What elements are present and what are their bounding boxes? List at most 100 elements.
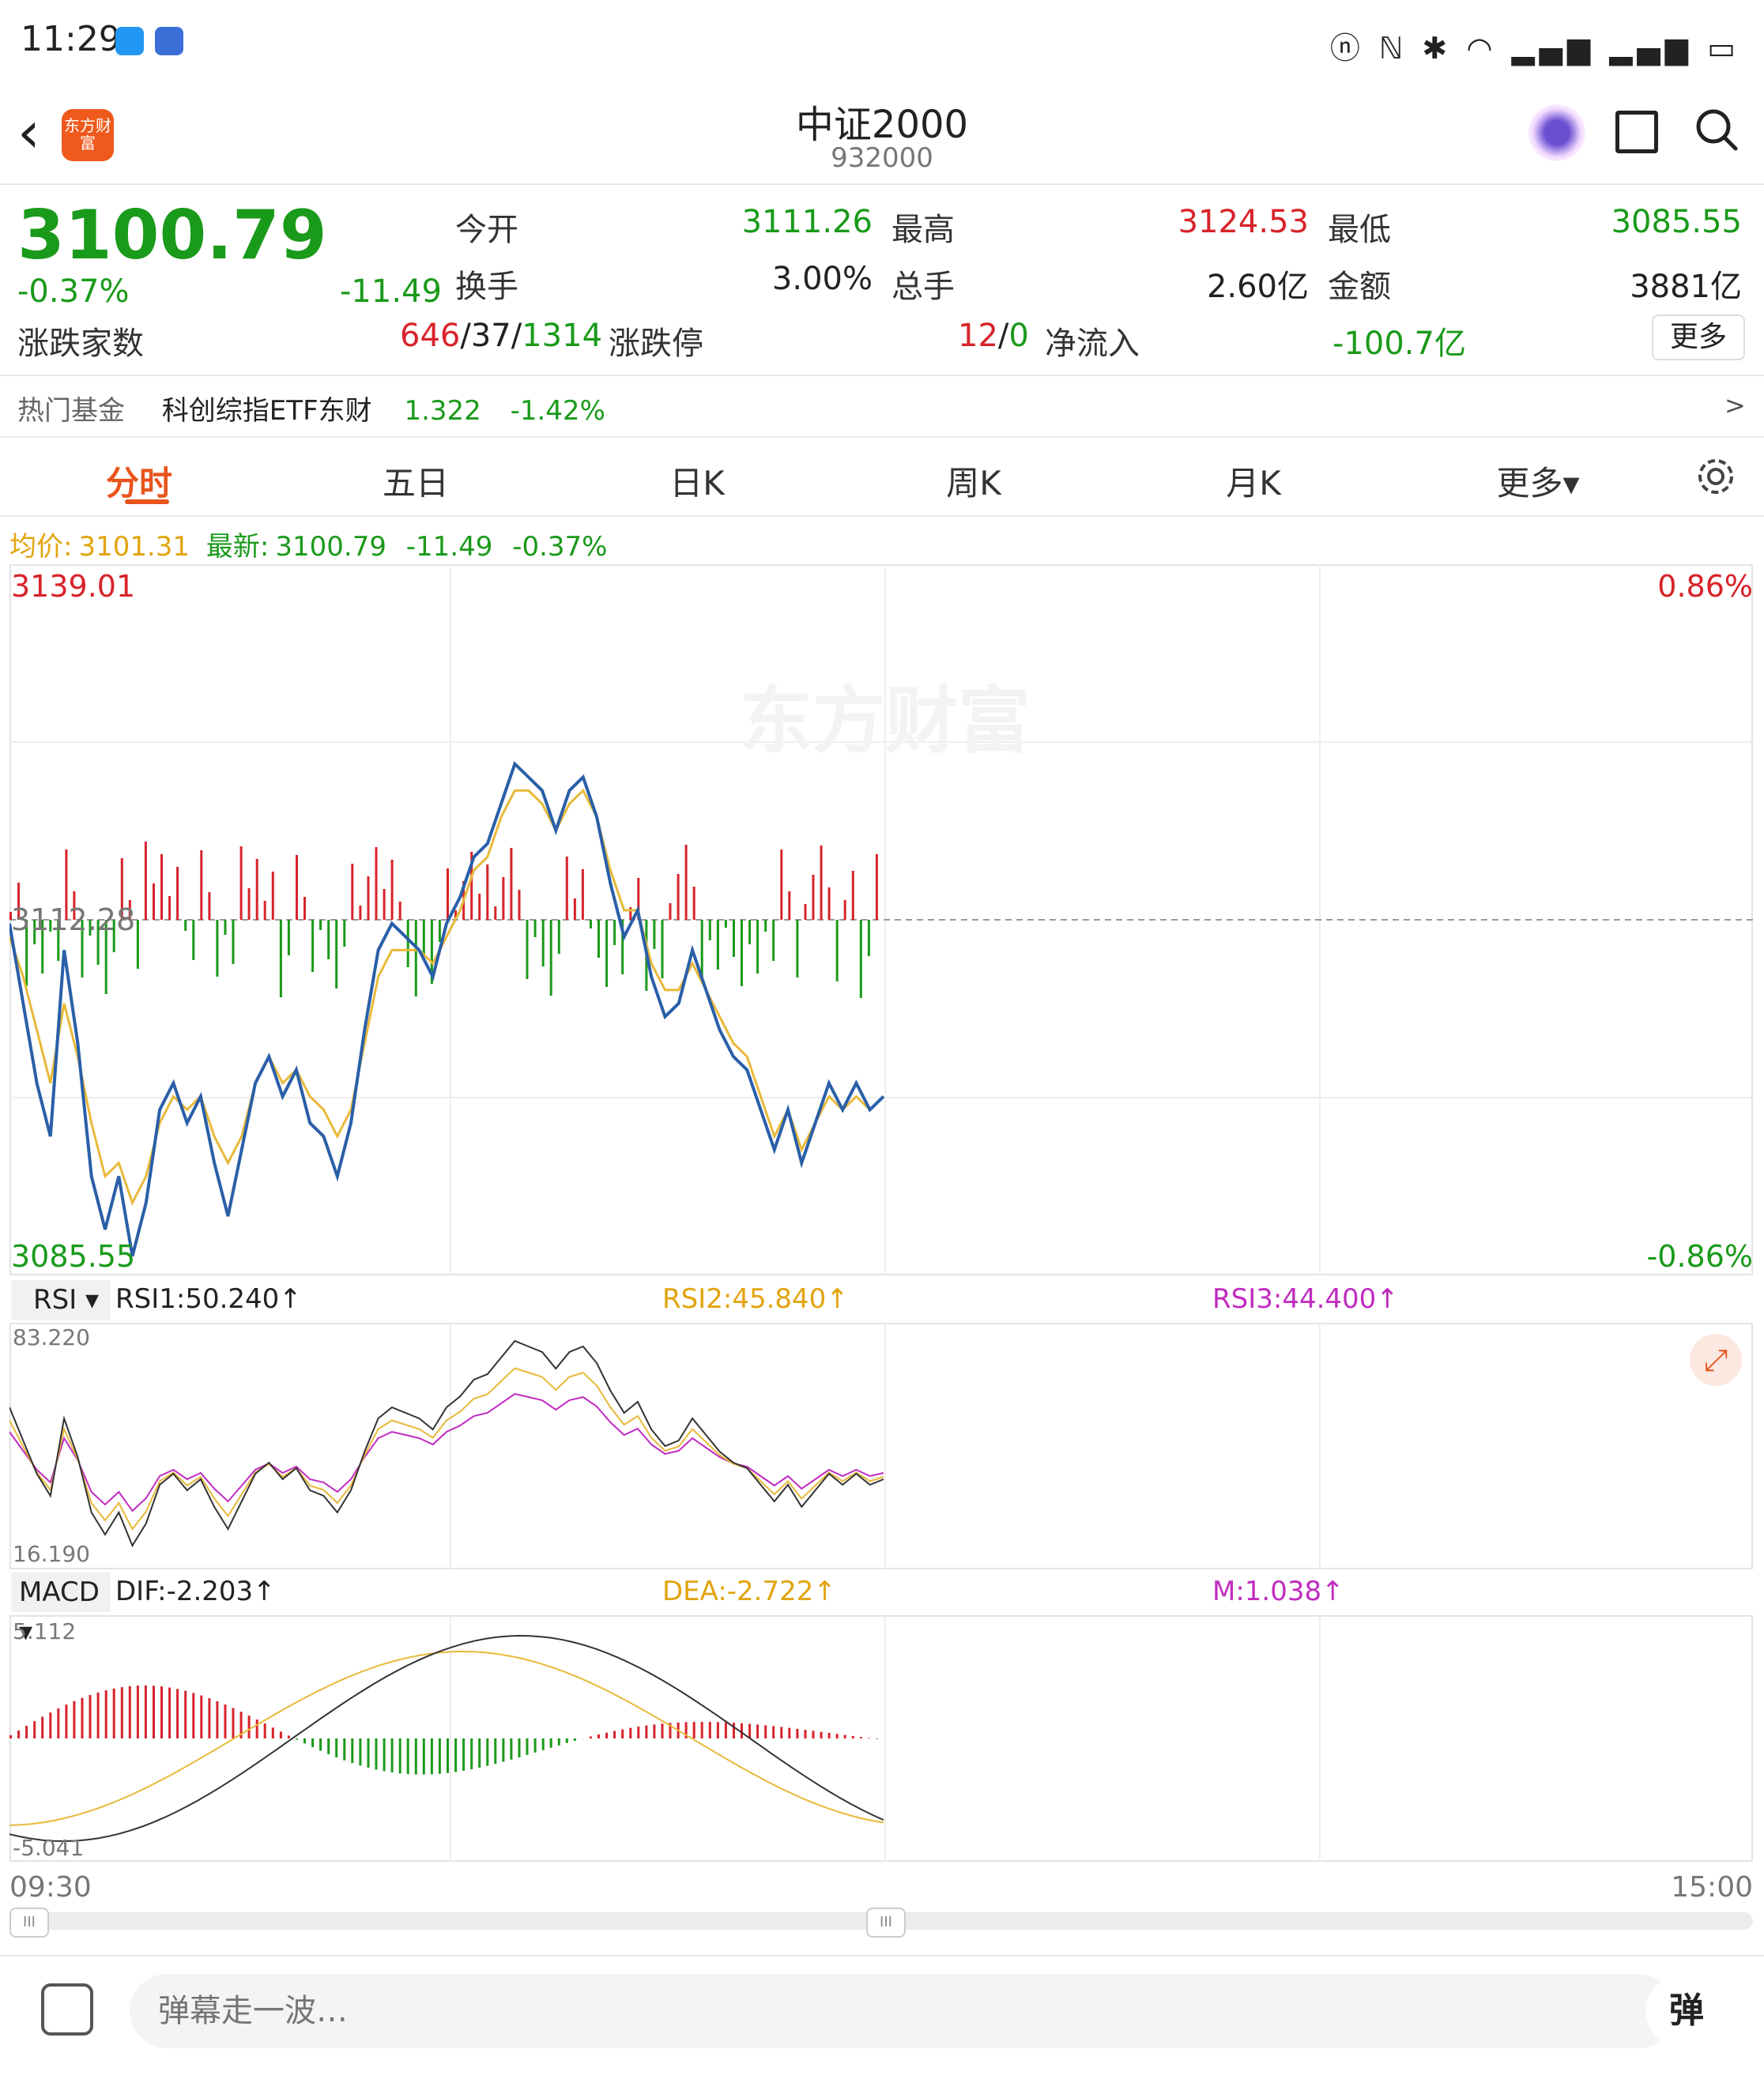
active-tab-indicator — [125, 499, 169, 504]
macd-bar — [629, 1727, 632, 1738]
macd-bar — [613, 1731, 616, 1738]
macd-bar — [748, 1723, 752, 1738]
macd-bar — [49, 1712, 52, 1738]
tab-more[interactable]: 更多▾ — [1496, 464, 1580, 503]
hot-fund-change: -1.42% — [510, 395, 605, 427]
status-clock: 11:29 — [21, 19, 121, 59]
volume-bar — [629, 907, 632, 920]
y-axis-min: 3085.55 — [11, 1239, 136, 1274]
volume-bar — [239, 846, 243, 920]
macd-bar — [247, 1716, 251, 1738]
macd-bar — [414, 1738, 417, 1775]
volume-bar — [835, 920, 839, 981]
macd-bar — [597, 1734, 600, 1738]
macd-bar — [478, 1738, 481, 1768]
tab-daily-k[interactable]: 日K — [669, 464, 725, 503]
macd-selector-label: MACD — [19, 1576, 100, 1608]
tab-five-day[interactable]: 五日 — [382, 464, 449, 503]
macd-bar — [200, 1695, 203, 1738]
latest-change: -11.49 — [405, 531, 493, 563]
scroll-handle-right[interactable]: III — [866, 1908, 906, 1938]
danmu-send-button[interactable]: 弹 — [1645, 1975, 1728, 2047]
hot-fund-name: 科创综指ETF东财 — [161, 395, 372, 427]
limit-down-count: 0 — [1008, 318, 1029, 354]
macd-indicator-selector[interactable]: MACD ▾ — [11, 1572, 111, 1648]
back-button[interactable]: ‹ — [17, 99, 40, 165]
assistant-robot-icon[interactable] — [1528, 104, 1585, 161]
macd-bar — [17, 1730, 21, 1738]
volume-bar — [533, 920, 537, 937]
volume-bar — [772, 920, 775, 961]
macd-bar — [327, 1738, 330, 1754]
macd-bar — [741, 1723, 743, 1738]
volume-bar — [200, 850, 203, 920]
macd-bar — [462, 1738, 466, 1771]
settings-gear-icon[interactable] — [1694, 455, 1737, 498]
scroll-handle-left[interactable]: III — [9, 1908, 49, 1938]
danmu-toggle-icon[interactable] — [41, 1983, 93, 2036]
volume-bar — [851, 871, 854, 920]
macd-bar — [343, 1738, 346, 1761]
volume-bar — [700, 920, 703, 982]
divider — [0, 515, 1764, 517]
hot-fund-label: 热门基金 — [17, 395, 125, 427]
expand-icon[interactable]: ⤢ — [1690, 1334, 1742, 1386]
macd-bar — [192, 1693, 195, 1738]
volume-label: 总手 — [891, 269, 955, 305]
macd-bar — [708, 1722, 711, 1738]
volume-bar — [661, 920, 664, 978]
macd-bar — [73, 1700, 76, 1738]
macd-min: -5.041 — [13, 1835, 85, 1861]
low-label: 最低 — [1328, 212, 1391, 248]
volume-bar — [49, 920, 52, 932]
macd-bar — [128, 1685, 131, 1738]
macd-dif-value: DIF:-2.203↑ — [115, 1576, 276, 1607]
volume-bar — [565, 857, 568, 920]
volume-bar — [208, 892, 211, 920]
volume-bar — [33, 920, 36, 944]
hot-fund-row[interactable]: 热门基金 科创综指ETF东财 1.322 -1.42% — [17, 389, 605, 427]
macd-bar — [311, 1738, 315, 1748]
rsi-selector-label: RSI — [33, 1284, 77, 1316]
volume-bar — [343, 920, 346, 947]
change-amount: -11.49 — [340, 273, 442, 310]
macd-bar — [875, 1738, 878, 1739]
macd-bar — [153, 1685, 155, 1738]
macd-bar — [296, 1738, 298, 1740]
macd-bar — [398, 1738, 401, 1774]
share-icon[interactable] — [1615, 111, 1658, 153]
volume-bar — [319, 920, 322, 930]
rsi-indicator-selector[interactable]: RSI ▾ — [11, 1280, 111, 1320]
search-icon[interactable] — [1694, 107, 1739, 152]
tab-weekly-k[interactable]: 周K — [946, 464, 1001, 503]
macd-bar — [780, 1727, 783, 1738]
avg-price: 3101.31 — [78, 531, 190, 563]
more-button[interactable]: 更多 — [1652, 314, 1745, 360]
danmu-input[interactable] — [130, 1974, 1675, 2048]
volume-bar — [296, 855, 298, 920]
volume-bar — [748, 920, 752, 944]
breadth-label: 涨跌家数 — [17, 326, 144, 362]
volume-bar — [335, 920, 338, 989]
macd-bar — [390, 1738, 394, 1773]
volume-bar — [447, 868, 449, 920]
macd-bar — [518, 1738, 521, 1757]
amount-label: 金额 — [1328, 269, 1391, 305]
volume-bar — [733, 920, 735, 957]
macd-bar — [406, 1738, 409, 1775]
chevron-right-icon[interactable]: > — [1724, 390, 1746, 420]
macd-bar — [351, 1738, 354, 1764]
macd-bar — [835, 1734, 839, 1738]
tab-intraday[interactable]: 分时 — [105, 464, 172, 503]
volume-bar — [406, 920, 409, 967]
macd-bar — [9, 1734, 12, 1738]
low-value: 3085.55 — [1611, 204, 1742, 240]
macd-bar — [287, 1735, 290, 1738]
volume-bar — [430, 920, 433, 984]
macd-bar — [820, 1731, 823, 1738]
volume-bar — [120, 858, 123, 920]
volume-bar — [486, 864, 489, 920]
tab-monthly-k[interactable]: 月K — [1226, 464, 1281, 503]
macd-bar — [851, 1735, 854, 1738]
volume-bar — [390, 860, 394, 920]
